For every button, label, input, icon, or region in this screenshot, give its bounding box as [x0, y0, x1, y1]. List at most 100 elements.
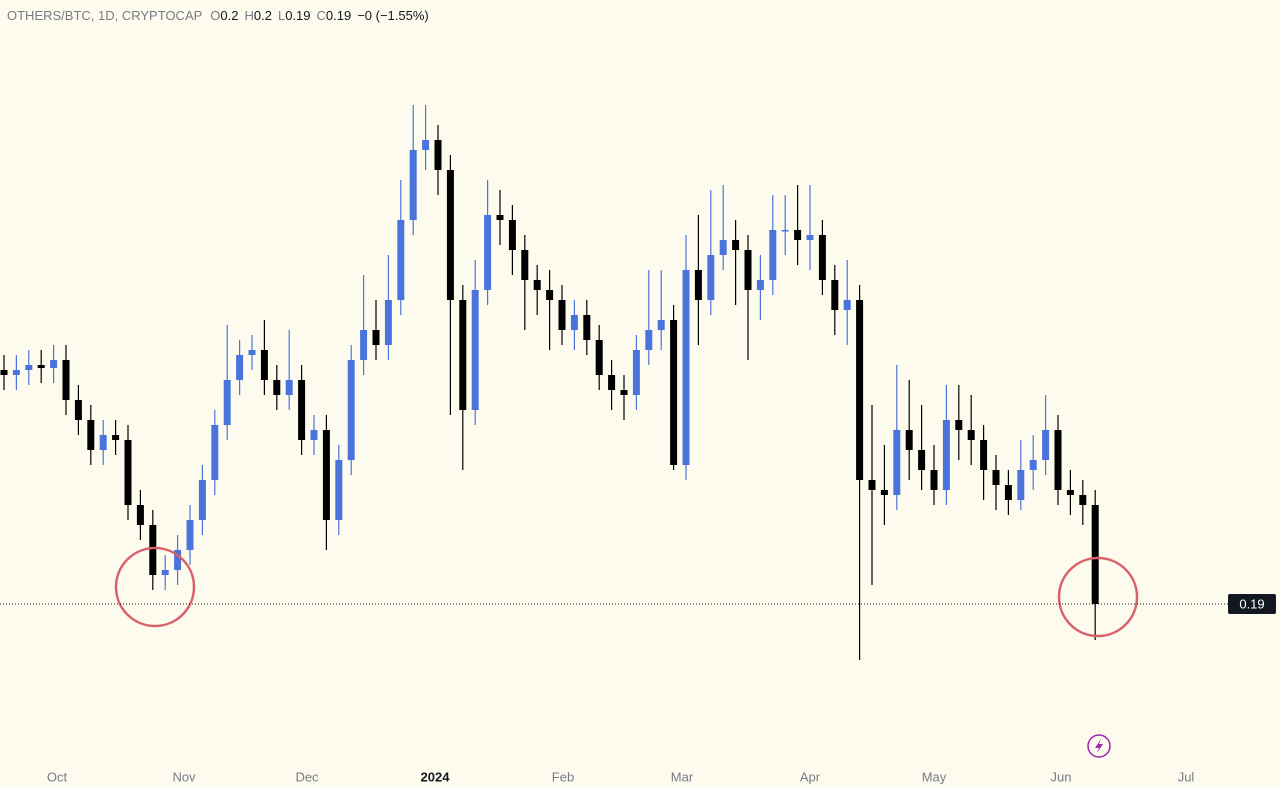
ohlc-value: 0.19	[285, 8, 311, 23]
candle-body	[781, 230, 789, 232]
x-tick-label: Jul	[1178, 769, 1195, 784]
candle-body	[260, 350, 268, 380]
candle-body	[74, 400, 82, 420]
candle-body	[50, 360, 58, 368]
x-tick-label: 2024	[421, 769, 451, 784]
ohlc-value: 0.2	[253, 8, 272, 23]
candle-body	[558, 300, 566, 330]
candle-body	[223, 380, 231, 425]
candle-body	[0, 370, 8, 375]
candle-body	[446, 170, 454, 300]
candle-body	[756, 280, 764, 290]
candle-body	[273, 380, 281, 395]
candle-body	[161, 570, 169, 575]
annotation-circle	[1057, 556, 1139, 638]
candle-body	[992, 470, 1000, 485]
candle-body	[1066, 490, 1074, 495]
candle-body	[186, 520, 194, 550]
candle-body	[1054, 430, 1062, 490]
candle-body	[136, 505, 144, 525]
candle-body	[794, 230, 802, 240]
candle-body	[893, 430, 901, 495]
candle-body	[372, 330, 380, 345]
candle-body	[422, 140, 430, 150]
price-label: 0.19	[1239, 596, 1264, 611]
candle-body	[298, 380, 306, 440]
candle-body	[99, 435, 107, 450]
legend-text: C	[316, 8, 326, 23]
candle-body	[682, 270, 690, 465]
legend-text: O	[210, 8, 221, 23]
candle-body	[719, 240, 727, 255]
candle-body	[360, 330, 368, 360]
candle-body	[694, 270, 702, 300]
ohlc-value: −0 (−1.55%)	[357, 8, 429, 23]
candle-body	[335, 460, 343, 520]
legend-text: OTHERS/BTC, 1D, CRYPTOCAP	[7, 8, 203, 23]
candle-body	[248, 350, 256, 355]
legend-text: L	[277, 8, 286, 23]
candle-body	[744, 250, 752, 290]
candle-body	[707, 255, 715, 300]
x-tick-label: Oct	[47, 769, 68, 784]
candle-body	[868, 480, 876, 490]
candle-body	[1079, 495, 1087, 505]
candle-body	[533, 280, 541, 290]
x-tick-label: Dec	[295, 769, 319, 784]
candle-body	[347, 360, 355, 460]
candle-body	[930, 470, 938, 490]
candle-body	[397, 220, 405, 300]
candle-body	[806, 235, 814, 240]
candle-body	[285, 380, 293, 395]
candle-body	[484, 215, 492, 290]
x-tick-label: Nov	[172, 769, 196, 784]
candle-body	[37, 365, 45, 368]
candle-body	[198, 480, 206, 520]
candle-body	[1042, 430, 1050, 460]
candle-body	[546, 290, 554, 300]
candle-body	[905, 430, 913, 450]
candle-body	[322, 430, 330, 520]
candle-body	[942, 420, 950, 490]
candle-body	[583, 315, 591, 340]
candle-body	[1004, 485, 1012, 500]
candle-body	[211, 425, 219, 480]
candle-body	[620, 390, 628, 395]
candle-body	[1029, 460, 1037, 470]
candle-body	[645, 330, 653, 350]
candle-body	[769, 230, 777, 280]
x-tick-label: Jun	[1051, 769, 1072, 784]
candle-body	[174, 550, 182, 570]
candle-body	[880, 490, 888, 495]
candle-body	[967, 430, 975, 440]
candle-body	[409, 150, 417, 220]
candle-body	[310, 430, 318, 440]
candle-body	[831, 280, 839, 310]
candle-body	[670, 320, 678, 465]
candle-body	[12, 370, 20, 375]
candle-body	[62, 360, 70, 400]
candle-body	[384, 300, 392, 345]
candle-body	[595, 340, 603, 375]
candle-body	[149, 525, 157, 575]
candle-body	[632, 350, 640, 395]
price-label-box	[1228, 594, 1276, 614]
candle-body	[918, 450, 926, 470]
legend-header: OTHERS/BTC, 1D, CRYPTOCAP O0.2 H0.2 L0.19 C0…	[7, 8, 435, 23]
candle-body	[657, 320, 665, 330]
legend-text: H	[244, 8, 254, 23]
candle-body	[608, 375, 616, 390]
candle-body	[1017, 470, 1025, 500]
ohlc-value: 0.2	[220, 8, 239, 23]
candle-body	[955, 420, 963, 430]
x-tick-label: Mar	[671, 769, 694, 784]
lightning-icon[interactable]	[1087, 734, 1111, 758]
candle-body	[25, 365, 33, 370]
x-tick-label: Feb	[552, 769, 574, 784]
candle-body	[1091, 505, 1099, 604]
candle-body	[236, 355, 244, 380]
candle-body	[112, 435, 120, 440]
candle-body	[459, 300, 467, 410]
